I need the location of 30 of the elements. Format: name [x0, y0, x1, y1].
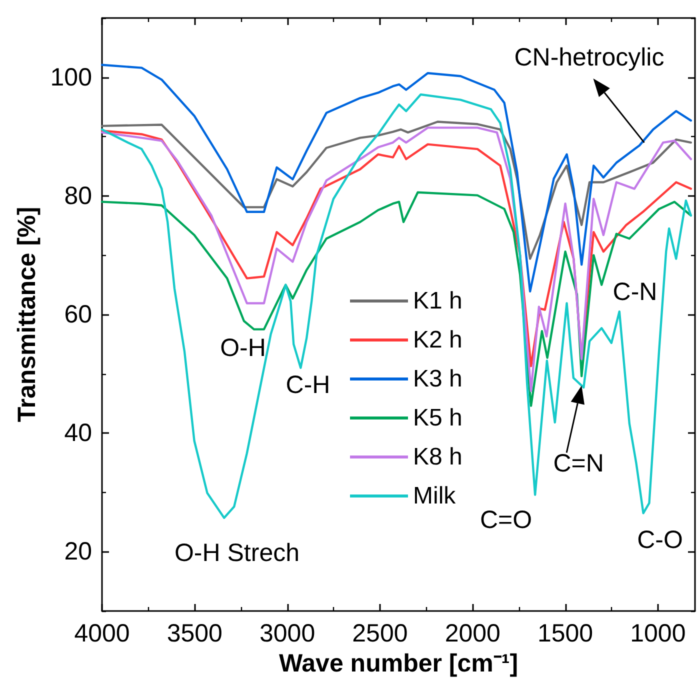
- y-tick-label: 40: [64, 419, 92, 448]
- x-tick-label: 1500: [537, 620, 594, 648]
- x-tick-label: 3000: [260, 620, 316, 648]
- annotation: C-O: [637, 526, 683, 554]
- y-tick-label: 60: [64, 300, 92, 328]
- legend-label: K8 h: [413, 444, 462, 470]
- x-tick-label: 2000: [444, 620, 500, 648]
- legend-label: K1 h: [413, 288, 462, 314]
- legend-label: K2 h: [413, 326, 462, 354]
- legend-label: K5 h: [413, 404, 462, 432]
- annotation: C=O: [480, 506, 532, 534]
- y-tick-label: 100: [50, 63, 92, 92]
- annotation: C=N: [553, 450, 604, 478]
- x-tick-label: 2500: [352, 620, 408, 648]
- y-tick-label: 80: [64, 182, 92, 210]
- legend-label: K3 h: [413, 366, 462, 392]
- annotation: C-H: [286, 371, 330, 399]
- annotation: C-N: [612, 278, 658, 306]
- line-series: [100, 191, 692, 407]
- x-tick-label: 1000: [630, 620, 686, 648]
- y-axis-title: Transmittance [%]: [12, 206, 41, 422]
- line-series: [100, 120, 692, 260]
- x-tick-label: 3500: [166, 620, 222, 648]
- y-tick-label: 20: [64, 538, 92, 566]
- annotation: O-H: [220, 334, 266, 362]
- annotation: CN-hetrocylic: [514, 44, 664, 72]
- x-axis-title: Wave number [cm⁻¹]: [278, 650, 518, 678]
- legend-label: Milk: [413, 482, 457, 510]
- x-tick-label: 4000: [74, 620, 130, 648]
- annotation: O-H Strech: [174, 539, 300, 567]
